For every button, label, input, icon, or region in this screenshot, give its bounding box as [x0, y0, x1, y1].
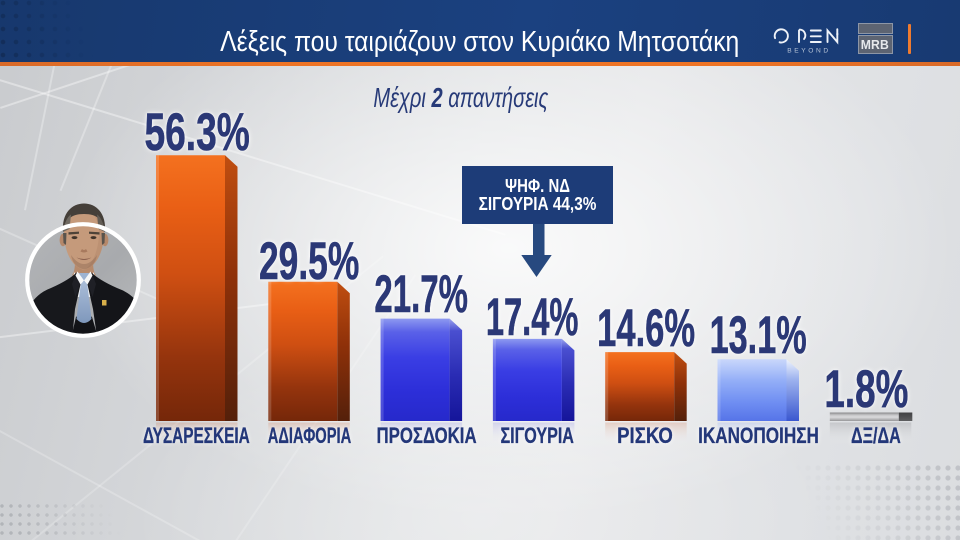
- svg-text:BEYOND: BEYOND: [787, 48, 830, 55]
